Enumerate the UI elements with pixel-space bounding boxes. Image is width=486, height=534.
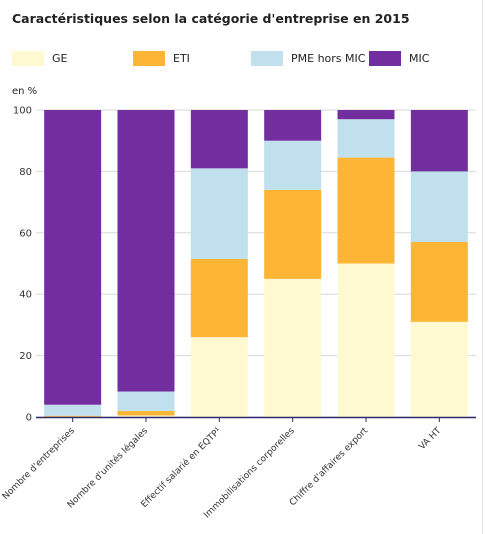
y-tick-label-20: 20 <box>19 351 32 362</box>
legend-swatch-ge <box>12 51 44 66</box>
y-axis-unit-label: en % <box>12 86 38 97</box>
bar-eti-nombre-d-unites-legales[interactable] <box>117 410 175 416</box>
bar-ge-va-ht[interactable] <box>410 321 468 417</box>
bar-pme-hors-mic-chiffre-d-affaires-export[interactable] <box>337 119 395 158</box>
bar-ge-nombre-d-unites-legales[interactable] <box>117 415 175 417</box>
y-tick-label-40: 40 <box>19 290 32 301</box>
panel-border <box>482 0 483 534</box>
bar-eti-va-ht[interactable] <box>410 242 468 322</box>
bar-eti-chiffre-d-affaires-export[interactable] <box>337 157 395 264</box>
bar-pme-hors-mic-nombre-d-unites-legales[interactable] <box>117 391 175 411</box>
legend-label-ge: GE <box>52 52 68 65</box>
y-tick-label-0: 0 <box>26 413 32 424</box>
x-tick-label-effectif-salarie-en-eqtp: Effectif salarié en EQTP¹ <box>139 425 224 510</box>
x-axis <box>36 416 476 422</box>
x-tick-label-chiffre-d-affaires-export: Chiffre d'affaires export <box>288 426 371 509</box>
bars <box>44 110 468 417</box>
legend-label-pme-hors-mic: PME hors MIC <box>291 52 366 65</box>
bar-eti-immobilisations-corporelles[interactable] <box>264 189 322 279</box>
chart-title: Caractéristiques selon la catégorie d'en… <box>12 11 410 26</box>
x-tick-label-nombre-d-unites-legales: Nombre d'unités légales <box>65 425 150 510</box>
x-tick-label-va-ht: VA HT <box>417 426 443 452</box>
bar-eti-effectif-salarie-en-eqtp[interactable] <box>190 258 248 338</box>
legend-swatch-mic <box>369 51 401 66</box>
bar-pme-hors-mic-nombre-d-entreprises[interactable] <box>44 404 102 416</box>
legend-swatch-pme-hors-mic <box>251 51 283 66</box>
y-tick-label-60: 60 <box>19 228 32 239</box>
legend-label-eti: ETI <box>173 52 190 65</box>
bar-pme-hors-mic-immobilisations-corporelles[interactable] <box>264 140 322 190</box>
bar-mic-nombre-d-entreprises[interactable] <box>44 110 102 405</box>
bar-ge-immobilisations-corporelles[interactable] <box>264 278 322 417</box>
bar-mic-effectif-salarie-en-eqtp[interactable] <box>190 110 248 169</box>
y-axis-ticks: 0 20 40 60 80 100 <box>13 106 32 424</box>
y-tick-label-100: 100 <box>13 106 32 117</box>
bar-mic-va-ht[interactable] <box>410 110 468 172</box>
gridlines <box>36 109 476 418</box>
x-tick-label-nombre-d-entreprises: Nombre d'entreprises <box>1 426 77 502</box>
x-tick-label-immobilisations-corporelles: Immobilisations corporelles <box>202 426 297 521</box>
bar-ge-effectif-salarie-en-eqtp[interactable] <box>190 337 248 417</box>
legend: GE ETI PME hors MIC MIC <box>12 49 482 69</box>
legend-swatch-eti <box>133 51 165 66</box>
bar-mic-nombre-d-unites-legales[interactable] <box>117 110 175 392</box>
bar-mic-chiffre-d-affaires-export[interactable] <box>337 110 395 120</box>
bar-pme-hors-mic-effectif-salarie-en-eqtp[interactable] <box>190 168 248 259</box>
bar-pme-hors-mic-va-ht[interactable] <box>410 171 468 243</box>
y-tick-label-80: 80 <box>19 167 32 178</box>
bar-mic-immobilisations-corporelles[interactable] <box>264 110 322 141</box>
legend-label-mic: MIC <box>409 52 430 65</box>
bar-eti-nombre-d-entreprises[interactable] <box>44 415 102 417</box>
bar-ge-chiffre-d-affaires-export[interactable] <box>337 263 395 418</box>
